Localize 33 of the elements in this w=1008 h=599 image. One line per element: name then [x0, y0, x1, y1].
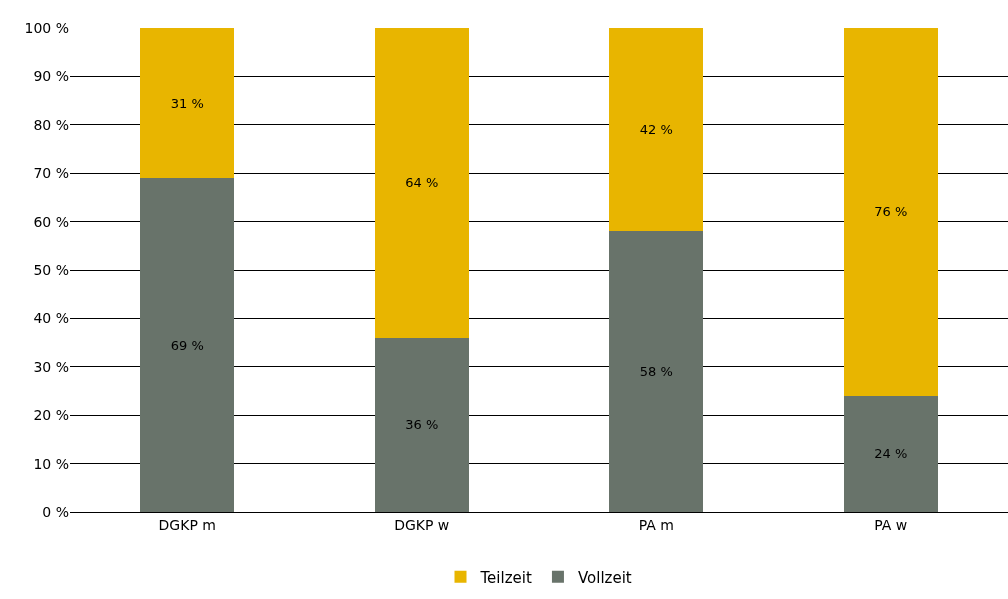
data-label: 31 %	[170, 95, 204, 111]
bar	[609, 231, 704, 512]
y-tick-label: 100 %	[24, 19, 69, 36]
data-label: 24 %	[874, 446, 908, 462]
y-tick-label: 0 %	[42, 503, 69, 520]
bar	[609, 28, 704, 232]
y-tick-label: 70 %	[33, 165, 69, 182]
y-tick-label: 50 %	[33, 261, 69, 278]
bar	[140, 178, 235, 512]
bar	[843, 395, 938, 512]
bar	[140, 28, 235, 179]
x-tick-label: PA m	[638, 516, 674, 533]
y-tick-label: 40 %	[33, 310, 69, 327]
bar	[843, 28, 938, 396]
y-tick-label: 60 %	[33, 213, 69, 230]
legend-label: Vollzeit	[577, 568, 632, 587]
data-label: 36 %	[405, 417, 439, 433]
data-label: 42 %	[639, 122, 673, 138]
y-tick-label: 30 %	[33, 358, 69, 375]
x-tick-label: DGKP w	[394, 516, 450, 533]
legend-label: Teilzeit	[479, 568, 532, 587]
data-label: 69 %	[170, 337, 204, 353]
data-label: 64 %	[405, 175, 439, 191]
bar	[374, 337, 469, 512]
y-tick-label: 20 %	[33, 407, 69, 424]
bar	[374, 28, 469, 338]
data-label: 58 %	[639, 364, 673, 380]
data-label: 76 %	[874, 204, 908, 220]
x-tick-label: PA w	[874, 516, 908, 533]
y-tick-label: 10 %	[33, 455, 69, 472]
x-tick-label: DGKP m	[158, 516, 216, 533]
y-tick-label: 80 %	[33, 116, 69, 133]
y-tick-label: 90 %	[33, 68, 69, 85]
